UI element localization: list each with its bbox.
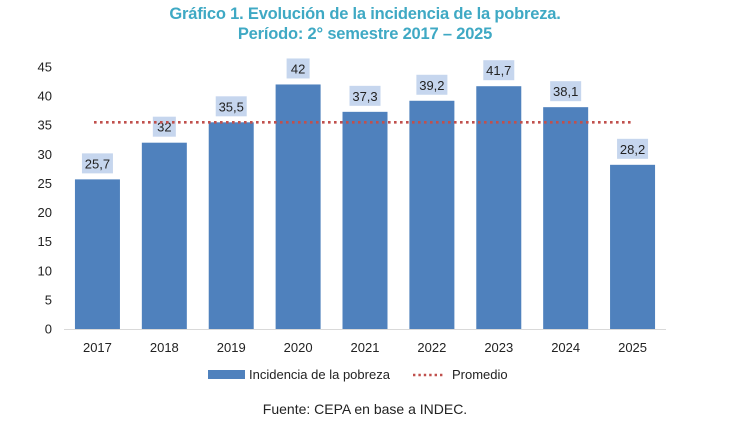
data-label: 28,2	[620, 142, 645, 157]
y-tick-label: 15	[38, 234, 52, 249]
y-tick-label: 10	[38, 263, 52, 278]
data-label: 37,3	[352, 89, 377, 104]
data-label: 42	[291, 61, 305, 76]
y-tick-label: 35	[38, 118, 52, 133]
x-tick-label: 2018	[150, 340, 179, 355]
bar-2019	[208, 122, 254, 329]
bar-2018	[141, 142, 187, 329]
data-label-box	[416, 74, 448, 95]
bar-2020	[275, 84, 321, 329]
x-tick-label: 2023	[484, 340, 513, 355]
bar-2021	[342, 111, 388, 329]
data-label: 41,7	[486, 63, 511, 78]
data-label-box	[617, 138, 649, 159]
data-label-box	[152, 116, 176, 137]
bar-2023	[476, 86, 522, 329]
x-tick-label: 2024	[551, 340, 580, 355]
data-label: 32	[157, 120, 171, 135]
legend-label-bars: Incidencia de la pobreza	[249, 367, 391, 382]
x-tick-label: 2021	[351, 340, 380, 355]
y-tick-label: 20	[38, 205, 52, 220]
legend-label-average: Promedio	[452, 367, 508, 382]
data-label-box	[550, 81, 582, 102]
bar-chart: 05101520253035404525,7201732201835,52019…	[38, 58, 666, 382]
data-label-box	[349, 85, 381, 106]
y-tick-label: 0	[45, 322, 52, 337]
y-tick-label: 5	[45, 292, 52, 307]
data-label: 35,5	[219, 99, 244, 114]
data-label-box	[483, 60, 515, 81]
x-tick-label: 2022	[417, 340, 446, 355]
y-tick-label: 45	[38, 60, 52, 75]
data-label-box	[81, 153, 113, 174]
y-tick-label: 40	[38, 89, 52, 104]
y-tick-label: 25	[38, 176, 52, 191]
data-label: 39,2	[419, 78, 444, 93]
chart-subtitle: Período: 2° semestre 2017 – 2025	[237, 25, 493, 43]
x-tick-label: 2019	[217, 340, 246, 355]
chart-title: Gráfico 1. Evolución de la incidencia de…	[169, 5, 561, 23]
data-label-box	[286, 58, 310, 79]
source-note: Fuente: CEPA en base a INDEC.	[262, 401, 468, 417]
data-label-box	[215, 96, 247, 117]
x-tick-label: 2017	[83, 340, 112, 355]
x-tick-label: 2025	[618, 340, 647, 355]
data-label: 38,1	[553, 84, 578, 99]
bar-2025	[610, 164, 656, 329]
data-label: 25,7	[85, 156, 110, 171]
bar-2022	[409, 100, 455, 329]
x-tick-label: 2020	[284, 340, 313, 355]
legend-swatch-bars	[208, 370, 245, 379]
bar-2024	[543, 107, 589, 329]
bar-2017	[74, 179, 120, 329]
y-tick-label: 30	[38, 147, 52, 162]
